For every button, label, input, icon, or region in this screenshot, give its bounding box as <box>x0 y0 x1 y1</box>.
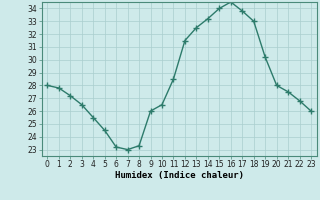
X-axis label: Humidex (Indice chaleur): Humidex (Indice chaleur) <box>115 171 244 180</box>
